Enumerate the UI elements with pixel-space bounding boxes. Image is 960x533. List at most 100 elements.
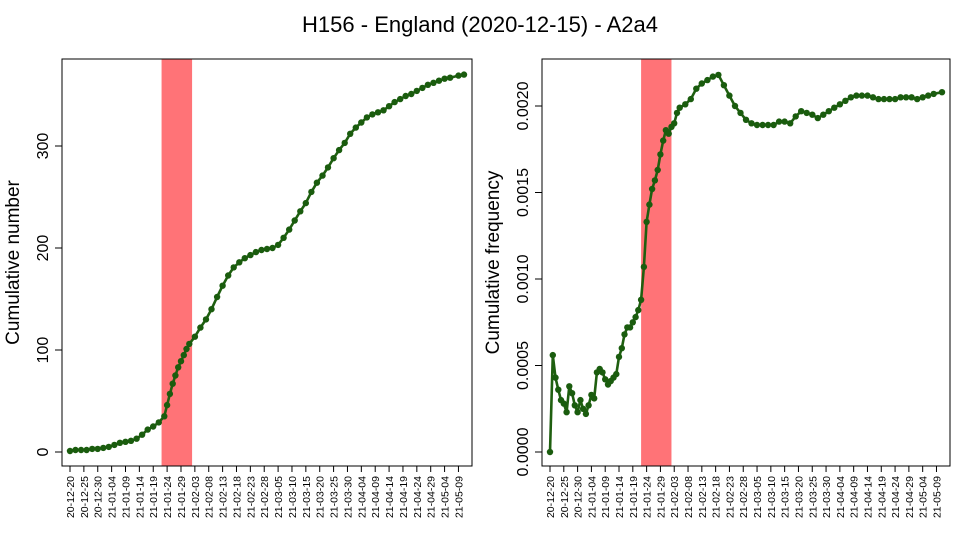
x-tick-label: 21-04-04 (356, 476, 368, 518)
x-tick-label: 21-04-14 (384, 476, 396, 518)
data-point (230, 264, 237, 271)
data-point (731, 102, 739, 110)
data-point (430, 79, 437, 87)
x-tick-label: 21-01-04 (107, 476, 119, 518)
data-point (775, 118, 783, 125)
x-tick-label: 21-02-08 (204, 476, 216, 518)
data-point (385, 103, 393, 110)
x-tick-label: 21-03-05 (752, 476, 764, 518)
data-point (236, 259, 243, 266)
data-point (574, 409, 581, 416)
data-point (269, 244, 276, 252)
data-point (335, 146, 343, 154)
data-point (94, 445, 101, 453)
data-point (263, 245, 271, 253)
highlight-band (161, 59, 193, 466)
x-tick-label: 21-01-09 (600, 476, 612, 518)
x-tick-label: 20-12-25 (79, 476, 91, 518)
data-point (764, 121, 772, 129)
x-tick-label: 21-02-23 (245, 476, 257, 518)
data-point (825, 108, 832, 115)
data-point (571, 402, 578, 409)
data-point (737, 109, 744, 117)
x-tick-label: 21-02-08 (683, 476, 695, 518)
x-tick-label: 21-01-24 (642, 476, 654, 518)
x-tick-label: 21-01-19 (628, 476, 640, 518)
data-point (397, 95, 404, 103)
x-tick-label: 21-05-04 (440, 476, 452, 518)
data-point (358, 119, 365, 126)
data-point (549, 351, 556, 359)
data-point (460, 71, 468, 78)
data-point (419, 84, 426, 92)
data-point (897, 94, 904, 101)
data-point (687, 95, 694, 103)
data-point (602, 376, 609, 383)
data-point (720, 82, 728, 89)
data-point (842, 97, 849, 105)
data-point (111, 441, 118, 449)
data-point (413, 87, 420, 95)
x-tick-label: 21-01-19 (148, 476, 160, 518)
x-tick-label: 21-02-13 (697, 476, 709, 518)
data-point (726, 92, 733, 99)
data-point (660, 137, 667, 144)
data-point (914, 95, 921, 103)
data-point (770, 121, 777, 129)
data-point (759, 121, 766, 129)
x-tick-label: 21-04-19 (398, 476, 410, 518)
x-tick-label: 21-02-18 (711, 476, 723, 518)
data-point (847, 94, 855, 101)
data-point (635, 306, 642, 314)
data-point (105, 443, 113, 451)
data-point (100, 444, 107, 452)
x-tick-label: 21-03-30 (821, 476, 833, 518)
data-point (566, 383, 573, 390)
y-axis-label: Cumulative frequency (483, 170, 504, 354)
data-point (347, 130, 354, 137)
data-point (363, 114, 371, 121)
data-point (155, 419, 162, 426)
data-point (698, 80, 705, 87)
data-point (313, 179, 321, 186)
x-tick-label: 21-03-30 (342, 476, 354, 518)
data-point (787, 120, 794, 127)
data-point (183, 345, 190, 353)
x-tick-label: 20-12-30 (93, 476, 105, 518)
data-point (629, 319, 636, 326)
data-point (144, 426, 151, 433)
data-point (585, 402, 592, 409)
data-point (748, 120, 755, 127)
data-point (632, 313, 639, 321)
data-point (122, 438, 129, 445)
data-point (83, 446, 90, 454)
data-point (836, 101, 844, 108)
data-point (208, 306, 215, 313)
x-tick-label: 21-04-09 (849, 476, 861, 518)
data-point (219, 282, 226, 289)
data-point (455, 72, 462, 79)
data-point (319, 172, 326, 179)
data-point (291, 217, 298, 224)
data-point (654, 166, 661, 174)
x-tick-label: 21-05-09 (931, 476, 943, 518)
y-tick-label: 0.0015 (515, 168, 532, 217)
data-point (352, 124, 359, 131)
x-tick-label: 20-12-25 (559, 476, 571, 518)
data-point (626, 324, 634, 331)
data-point (127, 437, 135, 444)
data-point (621, 331, 628, 338)
x-tick-label: 21-04-24 (890, 476, 902, 518)
data-point (446, 74, 454, 81)
data-point (820, 111, 827, 118)
data-point (374, 109, 382, 116)
data-point (902, 94, 910, 101)
x-tick-label: 21-01-24 (162, 476, 174, 518)
data-point (671, 120, 678, 127)
x-tick-label: 20-12-20 (65, 476, 77, 518)
data-point (930, 90, 937, 98)
data-point (618, 345, 625, 352)
data-point (676, 104, 683, 111)
